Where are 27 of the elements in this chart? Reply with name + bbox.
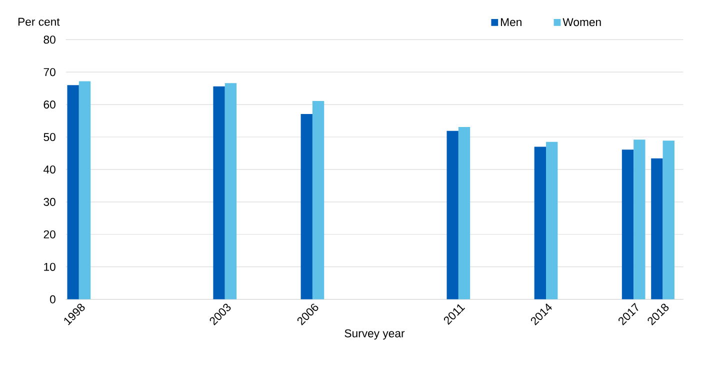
bar xyxy=(651,158,663,300)
y-tick-label: 50 xyxy=(44,133,56,142)
bar xyxy=(446,131,458,300)
bar xyxy=(634,140,646,300)
x-axis-title: Survey year xyxy=(344,330,405,340)
y-tick-label: 0 xyxy=(50,295,56,304)
y-tick-label: 60 xyxy=(44,100,56,109)
y-tick-label: 40 xyxy=(44,166,56,174)
bar xyxy=(458,127,470,300)
bar xyxy=(224,83,237,300)
bar xyxy=(67,85,79,300)
y-tick-label: 70 xyxy=(44,68,56,76)
bar xyxy=(213,86,225,300)
legend-label: Men xyxy=(501,18,522,26)
bar xyxy=(622,150,634,300)
bar xyxy=(546,142,558,300)
bar xyxy=(300,114,312,300)
y-axis-title: Per cent xyxy=(18,18,60,26)
y-tick-label: 20 xyxy=(44,230,56,239)
y-tick-label: 30 xyxy=(44,198,56,206)
bar xyxy=(662,140,674,300)
y-tick-label: 10 xyxy=(44,263,56,272)
bar xyxy=(312,101,324,300)
legend-label: Women xyxy=(562,18,601,26)
bar xyxy=(78,81,91,300)
y-tick-label: 80 xyxy=(44,36,56,44)
bar xyxy=(534,146,546,300)
